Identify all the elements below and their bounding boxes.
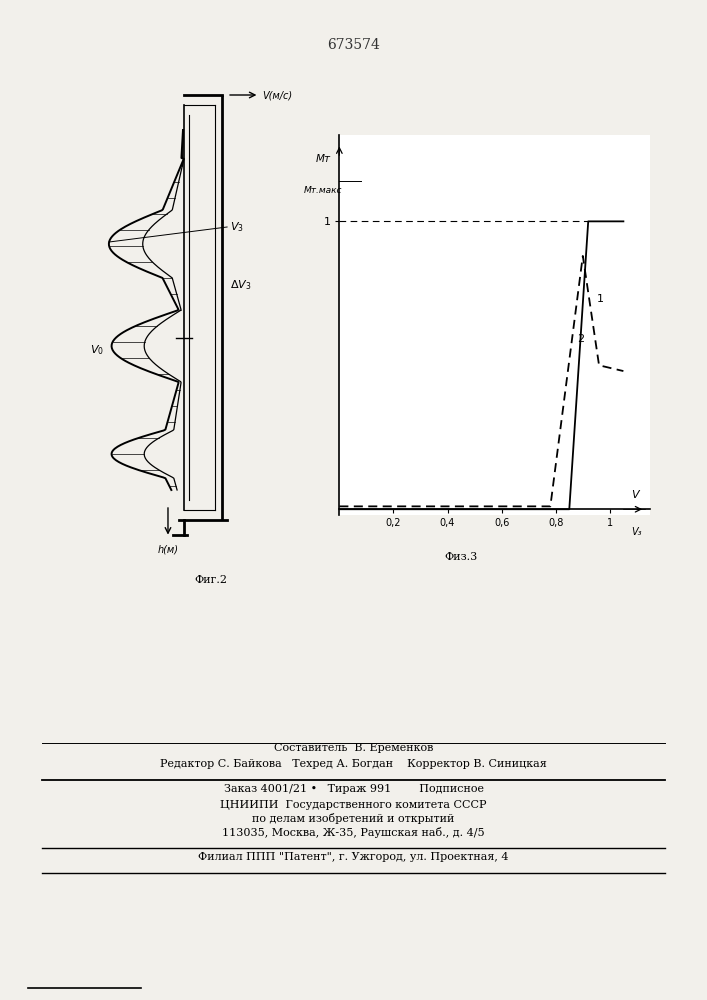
Text: 113035, Москва, Ж-35, Раушская наб., д. 4/5: 113035, Москва, Ж-35, Раушская наб., д. … [222,827,485,838]
Text: Редактор С. Байкова   Техред А. Богдан    Корректор В. Синицкая: Редактор С. Байкова Техред А. Богдан Кор… [160,759,547,769]
Text: $V_0$: $V_0$ [90,343,104,357]
Text: $V_3$: $V_3$ [230,220,244,234]
Text: 673574: 673574 [327,38,380,52]
Text: ЦНИИПИ  Государственного комитета СССР: ЦНИИПИ Государственного комитета СССР [221,800,486,810]
Text: Заказ 4001/21 •   Тираж 991        Подписное: Заказ 4001/21 • Тираж 991 Подписное [223,784,484,794]
Text: Мт.макс: Мт.макс [304,186,342,195]
Text: Физ.3: Физ.3 [445,552,478,562]
Text: h(м): h(м) [158,545,178,555]
Text: $\Delta V_3$: $\Delta V_3$ [230,278,251,292]
Text: 2: 2 [578,334,585,344]
Text: 1: 1 [596,294,603,304]
Text: V₃: V₃ [631,527,642,537]
Text: Мт: Мт [315,154,331,164]
Text: Фиг.2: Фиг.2 [194,575,228,585]
Text: по делам изобретений и открытий: по делам изобретений и открытий [252,813,455,824]
Text: V(м/с): V(м/с) [262,90,292,100]
Text: Филиал ППП "Патент", г. Ужгород, ул. Проектная, 4: Филиал ППП "Патент", г. Ужгород, ул. Про… [198,852,509,862]
Text: V: V [631,490,639,500]
Text: Составитель  В. Еременков: Составитель В. Еременков [274,743,433,753]
